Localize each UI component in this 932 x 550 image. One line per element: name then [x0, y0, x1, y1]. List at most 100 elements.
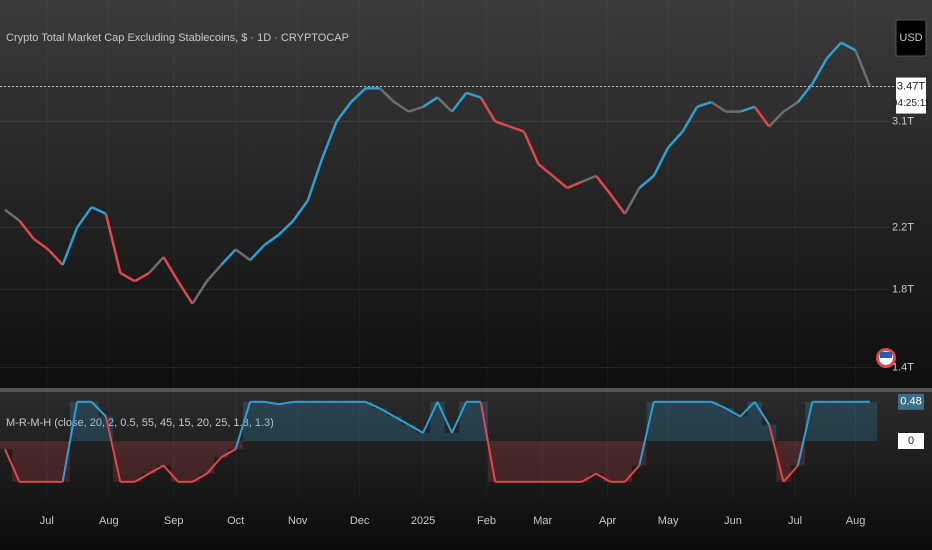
indicator-segment [90, 401, 107, 418]
y-tick-label: 3.1T [892, 115, 914, 127]
indicator-segment [782, 464, 799, 483]
indicator-area [833, 401, 849, 441]
indicator-area [747, 401, 762, 441]
indicator-segment [739, 401, 756, 418]
indicator-area [718, 408, 734, 441]
indicator-segment [264, 400, 280, 406]
indicator-segment [191, 472, 208, 483]
x-tick-label: Dec [350, 515, 370, 527]
indicator-segment [379, 407, 395, 418]
indicator-segment [753, 401, 770, 426]
indicator-area [660, 401, 676, 441]
x-tick-label: 2025 [411, 515, 435, 527]
price-segment [581, 174, 597, 184]
indicator-area [300, 401, 315, 441]
x-tick-label: Nov [288, 515, 308, 527]
x-tick-label: Aug [846, 515, 866, 527]
indicator-area [185, 441, 200, 482]
price-segment [4, 208, 21, 222]
price-segment [739, 105, 756, 113]
indicator-area [459, 401, 474, 441]
indicator-area [862, 401, 878, 441]
price-segment [595, 175, 612, 196]
last-price-box [896, 77, 926, 114]
indicator-segment [725, 407, 741, 418]
indicator-segment [796, 401, 814, 466]
flag-icon [876, 348, 896, 368]
price-segment [436, 96, 453, 113]
indicator-area [387, 416, 402, 441]
indicator-area [401, 424, 416, 441]
price-segment [768, 110, 785, 128]
indicator-area [805, 401, 820, 441]
indicator-area [12, 441, 27, 482]
indicator-area [156, 441, 171, 466]
indicator-area [343, 401, 359, 441]
pane-divider [0, 388, 932, 392]
price-segment [33, 238, 49, 251]
indicator-area [55, 441, 70, 482]
price-segment [76, 206, 93, 229]
indicator-segment [768, 424, 785, 483]
indicator-area [199, 441, 215, 474]
indicator-segment [393, 415, 410, 426]
indicator-area [733, 416, 748, 441]
indicator-area [473, 401, 488, 441]
price-segment [134, 271, 150, 283]
y-tick-label: 1.4T [892, 361, 914, 373]
indicator-segment [162, 464, 179, 483]
x-tick-label: Apr [599, 515, 616, 527]
currency-button[interactable] [895, 19, 927, 57]
indicator-segment [234, 401, 252, 450]
price-segment [393, 101, 410, 113]
price-segment [47, 248, 64, 266]
indicator-area [228, 441, 243, 450]
indicator-area [704, 401, 719, 441]
indicator-area [848, 401, 863, 441]
price-segment [840, 41, 857, 52]
price-segment [753, 106, 771, 128]
x-tick-label: Sep [164, 515, 184, 527]
x-tick-label: Mar [533, 515, 552, 527]
price-segment [205, 264, 223, 283]
price-segment [234, 248, 251, 262]
price-segment [681, 106, 699, 133]
indicator-area [487, 441, 503, 482]
price-segment [638, 174, 655, 189]
price-segment [522, 131, 540, 165]
price-segment [335, 101, 353, 123]
indicator-segment [638, 401, 655, 466]
price-segment [119, 271, 136, 283]
indicator-segment [408, 423, 424, 434]
indicator-area [588, 441, 604, 474]
price-segment [566, 180, 583, 190]
indicator-area [689, 401, 705, 441]
indicator-segment [104, 416, 122, 483]
indicator-area [329, 401, 344, 441]
indicator-area [617, 441, 633, 482]
indicator-area [141, 441, 157, 474]
price-segment [148, 256, 165, 274]
price-segment [162, 256, 180, 282]
indicator-area [358, 401, 373, 441]
currency-label[interactable]: USD [899, 32, 922, 44]
price-segment [422, 96, 439, 108]
price-segment [825, 41, 843, 60]
price-segment [854, 49, 872, 88]
indicator-area [26, 441, 42, 482]
indicator-area [0, 441, 13, 450]
price-segment [609, 193, 626, 215]
x-tick-label: Aug [99, 515, 119, 527]
indicator-area [286, 401, 301, 441]
indicator-segment [422, 401, 439, 434]
indicator-area [430, 401, 445, 441]
price-segment [306, 158, 324, 202]
price-segment [90, 206, 107, 215]
price-segment [292, 199, 309, 222]
price-segment [350, 87, 367, 104]
price-segment [479, 96, 497, 123]
countdown-label: 04:25:11 [892, 98, 931, 109]
price-segment [220, 248, 237, 266]
indicator-segment [436, 401, 453, 434]
